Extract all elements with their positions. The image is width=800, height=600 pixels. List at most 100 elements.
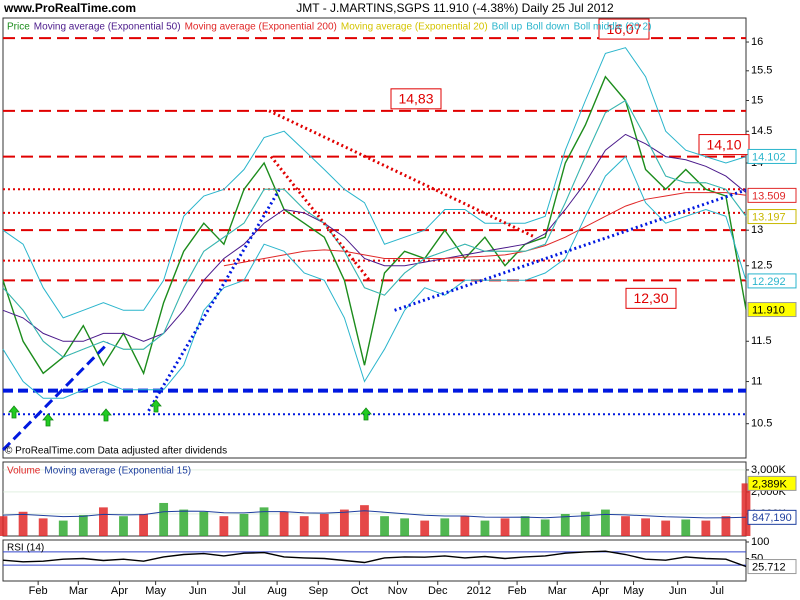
series-line xyxy=(2,99,747,358)
x-tick-label: Feb xyxy=(508,585,527,597)
volume-bar xyxy=(18,511,28,536)
x-tick-label: Apr xyxy=(592,585,609,597)
volume-bar xyxy=(239,513,249,536)
value-tag xyxy=(747,148,797,164)
legend-entry: Moving average (Exponential 50) xyxy=(34,22,181,33)
trendline xyxy=(1,341,110,452)
value-tag xyxy=(747,187,797,203)
value-tag xyxy=(747,559,797,575)
volume-bar xyxy=(701,520,711,536)
volume-bar xyxy=(601,509,610,536)
x-tick-label: Dec xyxy=(428,585,448,597)
up-arrow xyxy=(360,407,372,421)
line-label: 14,10 xyxy=(706,136,741,152)
legend-entry: Volume xyxy=(7,466,41,477)
y-tick-label: 14.5 xyxy=(751,125,772,137)
series-line xyxy=(2,155,747,399)
y-tick-label: 11.5 xyxy=(751,335,772,347)
value-tag-label: 25.712 xyxy=(752,561,786,573)
volume-bar xyxy=(661,520,671,536)
x-tick-label: May xyxy=(145,585,166,597)
line-label: 14,83 xyxy=(398,91,433,107)
volume-bar xyxy=(179,509,189,536)
value-tag xyxy=(747,273,797,289)
volume-bar xyxy=(520,516,530,536)
series-line xyxy=(2,510,747,519)
value-tag xyxy=(747,509,797,525)
volume-bar xyxy=(641,518,650,536)
up-arrow xyxy=(150,399,162,413)
value-tag-label: 13.509 xyxy=(752,190,786,202)
volume-bar xyxy=(299,516,309,536)
volume-bar xyxy=(0,516,8,536)
trendline xyxy=(268,109,536,239)
volume-bar xyxy=(219,516,229,536)
volume-bar xyxy=(500,518,510,536)
volume-bar xyxy=(440,518,450,536)
series-line xyxy=(2,550,747,568)
legend-entry: Moving average (Exponential 200) xyxy=(185,22,337,33)
trendline xyxy=(269,155,371,282)
volume-bar xyxy=(199,511,209,536)
series-line xyxy=(223,192,747,267)
x-tick-label: Feb xyxy=(29,585,48,597)
series-line xyxy=(2,47,747,319)
volume-bar xyxy=(460,516,470,536)
y-tick-label: 15 xyxy=(751,94,763,106)
volume-bar xyxy=(58,520,68,536)
value-tag-label: 12.292 xyxy=(752,276,786,288)
volume-bar xyxy=(420,520,430,536)
line-label-box xyxy=(625,287,677,309)
y-tick-label: 100 xyxy=(751,536,769,548)
value-tag-label: 14.102 xyxy=(752,151,786,163)
plot-layer: 10.51111.512.5131414.51515.51616,0714,83… xyxy=(0,18,797,597)
volume-bar xyxy=(580,511,590,536)
value-tag xyxy=(747,302,797,318)
value-tag-label: 2,389K xyxy=(752,478,788,490)
x-tick-label: Aug xyxy=(267,585,287,597)
series-line xyxy=(2,133,747,342)
x-tick-label: May xyxy=(623,585,644,597)
y-tick-label: 3,000K xyxy=(751,464,787,476)
x-tick-label: Apr xyxy=(111,585,128,597)
value-tag xyxy=(747,209,797,225)
legend-entry: Moving average (Exponential 20) xyxy=(341,22,488,33)
site-name: www.ProRealTime.com xyxy=(3,1,136,15)
line-label-box xyxy=(598,18,650,40)
legend-entry: Boll down xyxy=(526,22,569,33)
volume-bar xyxy=(721,516,731,536)
y-tick-label: 13 xyxy=(751,224,763,236)
legend-entry: Boll middle (20 2) xyxy=(574,22,652,33)
x-tick-label: Nov xyxy=(388,585,408,597)
x-tick-label: Jun xyxy=(189,585,207,597)
volume-bar xyxy=(621,516,630,536)
volume-bar xyxy=(139,513,148,536)
y-tick-label: 16 xyxy=(751,36,763,48)
volume-bar xyxy=(159,502,169,536)
legend-entry: Price xyxy=(7,22,30,33)
chart-title: JMT - J.MARTINS,SGPS 11.910 (-4.38%) Dai… xyxy=(296,1,614,15)
y-tick-label: 11 xyxy=(751,375,762,387)
volume-bar xyxy=(360,505,369,536)
volume-bar xyxy=(78,515,88,536)
legend-entry: Boll up xyxy=(492,22,523,33)
x-tick-label: Jun xyxy=(669,585,687,597)
trendline xyxy=(394,188,747,312)
y-tick-label: 15.5 xyxy=(751,65,772,77)
volume-bar xyxy=(400,518,410,536)
up-arrow xyxy=(42,413,54,427)
volume-bar xyxy=(339,509,349,536)
x-tick-label: Mar xyxy=(548,585,567,597)
volume-bar xyxy=(540,519,550,536)
x-tick-label: Oct xyxy=(351,585,368,597)
x-tick-label: Jul xyxy=(232,585,246,597)
x-tick-label: 2012 xyxy=(467,585,491,597)
series-line xyxy=(2,75,747,376)
volume-bar xyxy=(741,483,751,536)
price-panel xyxy=(2,17,747,459)
volume-bar xyxy=(380,516,389,536)
volume-bar xyxy=(279,511,289,536)
volume-bar xyxy=(560,513,570,536)
line-label: 12,30 xyxy=(633,290,668,306)
